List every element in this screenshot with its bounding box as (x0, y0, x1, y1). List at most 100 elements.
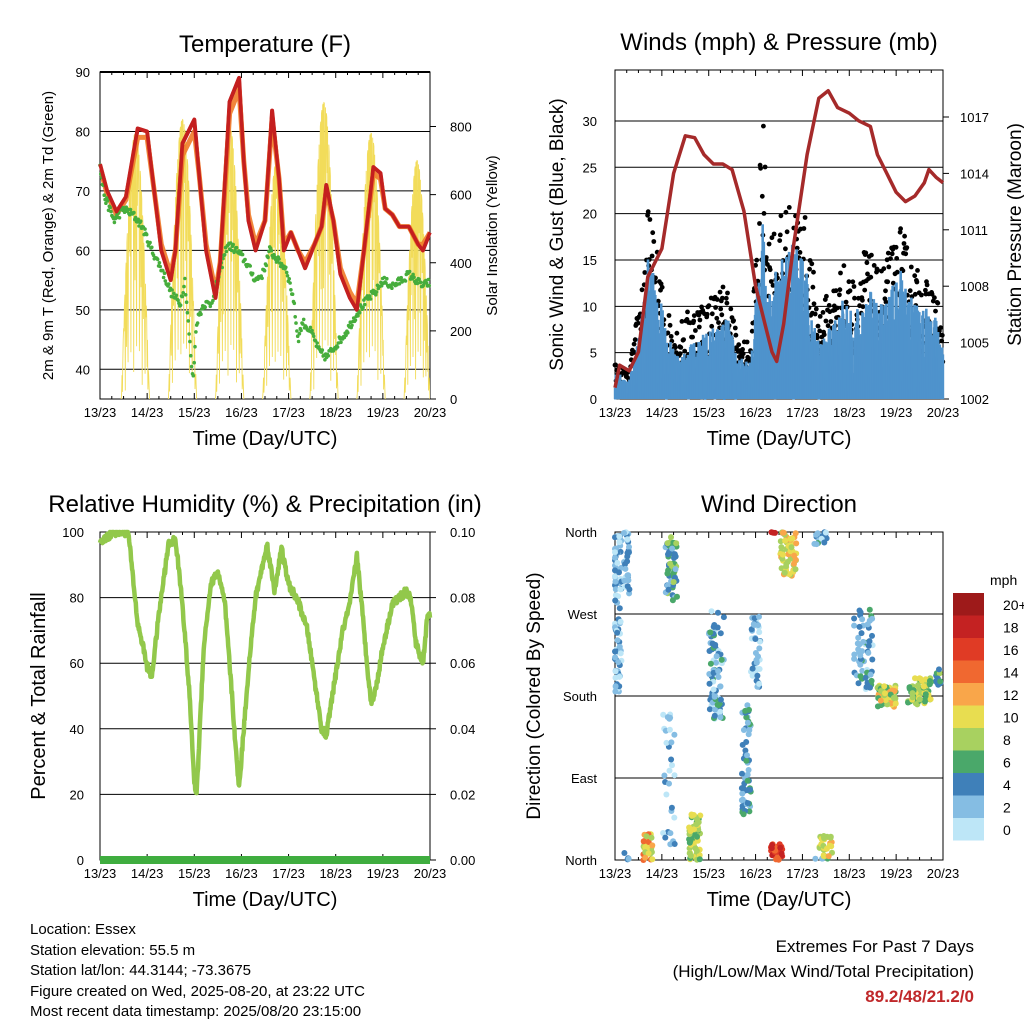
gust-point (749, 328, 755, 334)
gust-point (777, 238, 783, 244)
gust-point (736, 342, 742, 348)
direction-point (674, 593, 680, 600)
gust-point (810, 284, 816, 290)
legend-swatch (953, 638, 984, 661)
gust-point (923, 287, 928, 293)
dewpoint-point (424, 281, 429, 286)
direction-point (856, 623, 863, 630)
direction-point (649, 856, 656, 863)
gust-point (709, 323, 715, 329)
dewpoint-point (112, 220, 117, 225)
direction-point (667, 830, 674, 837)
y-tick-label: 60 (70, 656, 84, 671)
direction-point (706, 680, 713, 687)
gust-point (649, 253, 655, 259)
dewpoint-point (266, 255, 270, 260)
direction-point (663, 791, 670, 798)
dewpoint-point (157, 261, 162, 265)
y-tick-label: 25 (583, 160, 597, 175)
direction-point (743, 714, 750, 721)
x-tick-label: 14/23 (646, 405, 679, 420)
y-right-tick-label: 0.10 (450, 525, 475, 540)
x-axis-label: Time (Day/UTC) (707, 428, 852, 450)
dewpoint-point (326, 354, 331, 358)
direction-point (612, 683, 619, 690)
direction-point (668, 756, 675, 763)
direction-point (617, 618, 624, 625)
gust-point (907, 288, 913, 294)
direction-point (717, 714, 724, 721)
direction-point (715, 609, 721, 616)
y-right-tick-label: 1005 (960, 336, 989, 351)
direction-point (866, 606, 873, 613)
direction-point (693, 821, 700, 828)
legend-label: 4 (1003, 777, 1011, 793)
direction-point (720, 614, 727, 621)
gust-point (696, 324, 702, 330)
gust-point (783, 209, 789, 215)
dewpoint-point (346, 330, 350, 335)
direction-point (624, 572, 631, 579)
dewpoint-point (427, 283, 432, 288)
gust-point (767, 267, 773, 273)
dewpoint-point (183, 293, 188, 297)
direction-point (711, 693, 718, 700)
direction-point (912, 675, 918, 682)
gust-point (924, 282, 930, 288)
gust-point (613, 362, 618, 368)
dewpoint-point (417, 277, 421, 282)
gust-point (815, 323, 821, 329)
dewpoint-point (222, 253, 227, 257)
x-tick-label: 20/23 (927, 405, 960, 420)
direction-point (666, 780, 672, 787)
dewpoint-point (162, 271, 167, 276)
dewpoint-point (211, 298, 215, 303)
gust-point (797, 250, 803, 255)
gust-point (635, 320, 641, 326)
direction-point (743, 757, 750, 764)
x-tick-label: 16/23 (225, 866, 258, 881)
gust-point (863, 250, 869, 256)
gust-point (817, 328, 823, 334)
direction-point (714, 624, 721, 631)
direction-point (713, 653, 720, 660)
y-tick-label: 10 (583, 299, 597, 314)
gust-point (852, 295, 857, 301)
gust-point (834, 305, 840, 311)
y-tick-label: 40 (70, 722, 84, 737)
dewpoint-point (109, 209, 113, 214)
wind-bar (703, 398, 707, 400)
y-tick-label: 40 (76, 362, 90, 377)
x-axis-label: Time (Day/UTC) (193, 889, 338, 911)
x-tick-label: 19/23 (880, 405, 913, 420)
dewpoint-point (344, 333, 348, 338)
x-tick-label: 20/23 (414, 866, 447, 881)
gust-point (847, 288, 853, 294)
gust-point (885, 279, 891, 285)
gust-point (655, 298, 661, 304)
wind-bar (749, 366, 752, 399)
gust-point (761, 211, 767, 216)
direction-point (616, 539, 623, 546)
gust-point (769, 235, 775, 241)
direction-point (694, 816, 701, 823)
gust-point (888, 256, 893, 261)
x-tick-label: 17/23 (786, 866, 819, 881)
direction-point (671, 772, 678, 779)
direction-point (865, 642, 872, 649)
direction-point (664, 540, 671, 547)
wind-bar (665, 398, 668, 400)
direction-point (862, 674, 869, 681)
direction-point (778, 850, 785, 857)
dewpoint-point (284, 265, 288, 270)
x-tick-label: 14/23 (131, 405, 164, 420)
gust-point (645, 212, 650, 218)
gust-point (761, 123, 766, 129)
y-axis-label: Percent & Total Rainfall (28, 592, 50, 800)
direction-point (616, 643, 623, 650)
direction-point (772, 529, 778, 536)
dewpoint-point (170, 288, 174, 292)
gust-point (837, 287, 843, 293)
direction-point (665, 586, 672, 593)
y-right-tick-label: 0.04 (450, 722, 475, 737)
